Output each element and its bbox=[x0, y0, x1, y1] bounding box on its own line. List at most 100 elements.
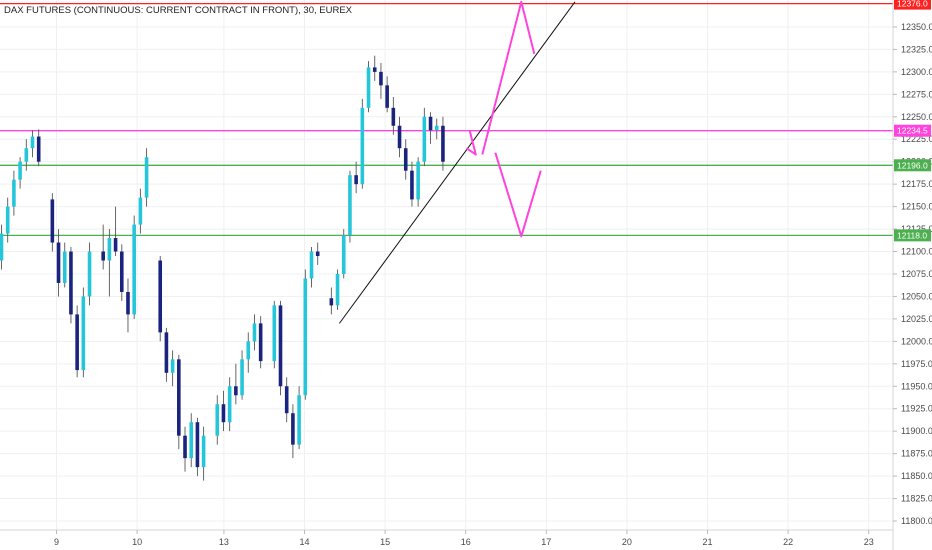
y-tick-label: 12225.0 bbox=[901, 134, 932, 144]
horizontal-levels bbox=[0, 2, 893, 237]
y-tick-label: 12050.0 bbox=[901, 291, 932, 301]
grid-lines bbox=[0, 0, 893, 530]
candle-body bbox=[428, 116, 433, 131]
y-tick-label: 12250.0 bbox=[901, 112, 932, 122]
projection-arrow[interactable] bbox=[481, 0, 536, 155]
y-tick-label: 11975.0 bbox=[901, 359, 932, 369]
y-tick-label: 12175.0 bbox=[901, 179, 932, 189]
projection-arrow[interactable] bbox=[494, 152, 542, 238]
candle-body bbox=[189, 422, 194, 459]
candle-body bbox=[87, 251, 92, 297]
candle-body bbox=[75, 314, 79, 371]
candle-body bbox=[234, 386, 238, 396]
candle-body bbox=[18, 161, 22, 180]
candle-body bbox=[385, 85, 389, 108]
level-price-label: 12234.5 bbox=[897, 126, 928, 136]
x-tick-label: 21 bbox=[702, 537, 712, 547]
candle-body bbox=[81, 296, 86, 371]
level-price-badge bbox=[894, 124, 931, 137]
y-tick-label: 12100.0 bbox=[901, 247, 932, 257]
y-tick-label: 12350.0 bbox=[901, 22, 932, 32]
x-tick-label: 9 bbox=[54, 537, 59, 547]
y-tick-label: 12025.0 bbox=[901, 314, 932, 324]
candle-body bbox=[113, 238, 118, 252]
drawings-layer bbox=[338, 0, 576, 324]
y-tick-label: 12300.0 bbox=[901, 67, 932, 77]
level-price-badge bbox=[894, 0, 931, 10]
candle-body bbox=[379, 71, 383, 86]
candle-body bbox=[107, 238, 112, 261]
candle-body bbox=[215, 404, 220, 436]
candle-body bbox=[284, 386, 289, 414]
candle-body bbox=[366, 67, 371, 108]
candle-body bbox=[348, 175, 352, 236]
candle-body bbox=[291, 413, 295, 445]
candle-body bbox=[24, 148, 29, 162]
candle-body bbox=[360, 107, 365, 185]
x-tick-label: 23 bbox=[864, 537, 874, 547]
candle-body bbox=[0, 233, 4, 261]
candle-body bbox=[195, 422, 200, 468]
candle-body bbox=[303, 278, 308, 396]
projection-arrow[interactable] bbox=[465, 130, 477, 156]
x-tick-label: 17 bbox=[541, 537, 551, 547]
level-price-badge bbox=[894, 159, 931, 172]
candle-body bbox=[30, 136, 35, 149]
y-tick-label: 11800.0 bbox=[901, 516, 932, 526]
x-tick-label: 16 bbox=[461, 537, 471, 547]
candle-body bbox=[278, 305, 283, 387]
trendline[interactable] bbox=[338, 1, 576, 324]
candle-body bbox=[335, 273, 340, 306]
price-axis[interactable]: 12350.0 12325.0 12300.0 12275.0 12250.0 12225… bbox=[893, 22, 932, 526]
candle-body bbox=[170, 359, 175, 373]
candle-body bbox=[372, 67, 377, 72]
time-axis[interactable]: 9 10 13 14 15 16 17 20 21 22 23 bbox=[54, 530, 874, 547]
candle-body bbox=[56, 242, 61, 283]
candle-body bbox=[309, 251, 314, 279]
y-tick-label: 11900.0 bbox=[901, 426, 932, 436]
candle-body bbox=[441, 125, 445, 162]
y-tick-label: 12150.0 bbox=[901, 202, 932, 212]
level-price-badge bbox=[894, 229, 931, 242]
candle-body bbox=[403, 148, 408, 171]
candle-body bbox=[132, 224, 136, 315]
candle-body bbox=[297, 395, 301, 445]
candle-body bbox=[240, 359, 244, 396]
candle-body bbox=[69, 251, 73, 315]
y-tick-label: 11875.0 bbox=[901, 449, 932, 459]
y-tick-label: 12075.0 bbox=[901, 269, 932, 279]
y-tick-label: 12275.0 bbox=[901, 89, 932, 99]
candle-body bbox=[434, 125, 439, 131]
y-tick-label: 11825.0 bbox=[901, 494, 932, 504]
candle-body bbox=[221, 404, 226, 423]
candle-body bbox=[183, 435, 187, 459]
candle-body bbox=[119, 251, 124, 292]
y-tick-label: 11950.0 bbox=[901, 381, 932, 391]
y-tick-label: 12000.0 bbox=[901, 336, 932, 346]
y-tick-label: 11850.0 bbox=[901, 471, 932, 481]
candle-body bbox=[201, 435, 206, 468]
candle-body bbox=[158, 260, 163, 333]
candle-body bbox=[272, 305, 277, 362]
y-tick-label: 12125.0 bbox=[901, 224, 932, 234]
x-tick-label: 10 bbox=[132, 537, 142, 547]
candle-body bbox=[252, 323, 257, 342]
candle-body bbox=[354, 175, 358, 185]
candle-body bbox=[315, 251, 320, 257]
candle-body bbox=[397, 125, 402, 149]
candle-body bbox=[416, 161, 420, 200]
chart-title: DAX FUTURES (CONTINUOUS: CURRENT CONTRAC… bbox=[4, 5, 353, 16]
x-tick-label: 22 bbox=[783, 537, 793, 547]
candle-body bbox=[258, 323, 263, 362]
candle-body bbox=[410, 170, 414, 200]
candle-body bbox=[341, 235, 346, 274]
candle-body bbox=[422, 116, 427, 162]
candle-body bbox=[138, 197, 143, 225]
candle-body bbox=[126, 291, 130, 315]
candle-body bbox=[101, 251, 105, 261]
level-price-label: 12196.0 bbox=[897, 160, 928, 170]
level-price-label: 12118.0 bbox=[897, 230, 927, 240]
candle-body bbox=[50, 199, 55, 243]
x-tick-label: 14 bbox=[299, 537, 309, 547]
